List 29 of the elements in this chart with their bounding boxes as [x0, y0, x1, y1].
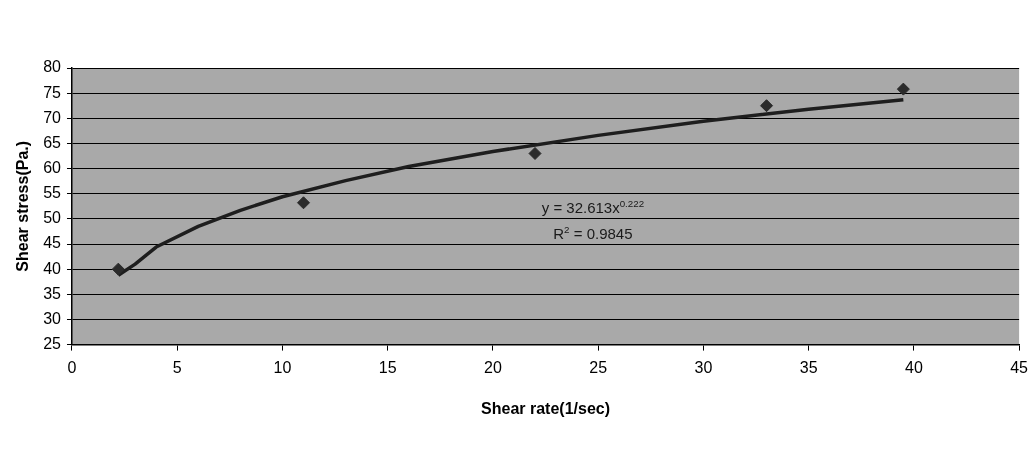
point: [760, 99, 774, 113]
point: [528, 147, 542, 160]
x-tick-label: 15: [378, 358, 397, 376]
x-tick-label: 20: [484, 358, 502, 376]
x-tick-label: 45: [1010, 358, 1029, 376]
y-tick-label: 25: [43, 335, 62, 353]
x-tick-label: 40: [904, 358, 923, 376]
y-tick-label: 40: [43, 259, 62, 277]
y-tick-label: 45: [43, 234, 62, 252]
x-axis-title: Shear rate(1/sec): [481, 399, 611, 417]
x-tick-label: 30: [694, 358, 713, 376]
x-tick-label: 25: [589, 358, 608, 376]
y-tick-label: 30: [43, 309, 62, 327]
y-tick-label: 80: [43, 58, 62, 76]
y-tick-label: 50: [43, 209, 62, 227]
y-tick-label: 55: [43, 184, 62, 202]
y-tick-label: 65: [43, 133, 62, 151]
y-tick-label: 75: [43, 83, 62, 101]
x-tick-label: 10: [273, 358, 292, 376]
x-tick-label: 35: [799, 358, 818, 376]
x-tick-label: 5: [172, 358, 182, 376]
y-axis-title: Shear stress(Pa.): [14, 140, 32, 272]
point: [297, 196, 311, 210]
y-tick-label: 35: [43, 284, 62, 302]
y-tick-label: 70: [43, 108, 62, 126]
y-tick-label: 60: [43, 158, 62, 176]
point: [111, 262, 125, 276]
x-tick-label: 0: [67, 358, 77, 376]
point: [896, 82, 910, 96]
